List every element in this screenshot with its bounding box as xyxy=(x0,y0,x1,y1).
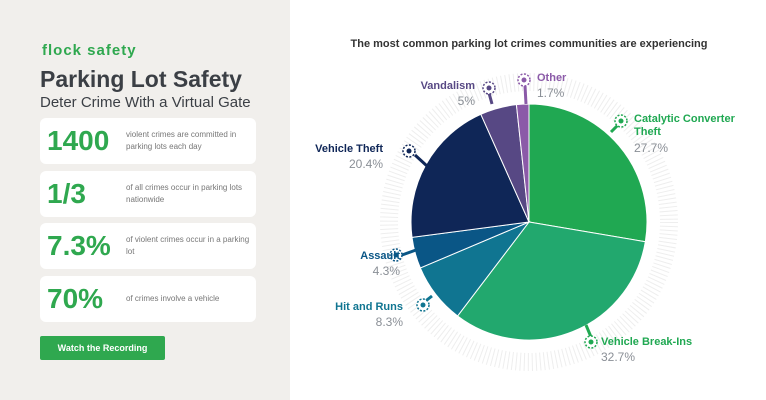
pie-slice xyxy=(515,103,530,223)
slice-label: Vandalism xyxy=(420,80,475,92)
subtitle: Deter Crime With a Virtual Gate xyxy=(40,94,251,111)
label-icon-dot xyxy=(521,77,527,83)
slice-value: 27.7% xyxy=(634,141,669,155)
left-panel: flock safety Parking Lot Safety Deter Cr… xyxy=(0,0,290,400)
slice-value: 32.7% xyxy=(601,350,636,364)
label-icon-dot xyxy=(420,302,426,308)
stat-text: of crimes involve a vehicle xyxy=(126,294,220,303)
stat-text: of violent crimes occur in a parking lot xyxy=(126,235,250,256)
pie-slice xyxy=(528,103,648,243)
slice-label: Vehicle Theft xyxy=(315,143,383,155)
stat-value: 70% xyxy=(47,283,104,314)
chart-title: The most common parking lot crimes commu… xyxy=(351,38,708,50)
stat-card: 70% of crimes involve a vehicle xyxy=(40,276,256,322)
leader xyxy=(584,324,593,338)
stat-text: of all crimes occur in parking lots nati… xyxy=(126,183,243,204)
slice-value: 4.3% xyxy=(372,264,400,278)
chart: The most common parking lot crimes commu… xyxy=(351,38,708,371)
slice-label: Assault xyxy=(360,250,400,262)
slice-label: Vehicle Break-Ins xyxy=(601,336,693,348)
slice-value: 8.3% xyxy=(375,315,403,329)
stat-card: 1400 violent crimes are committed in park… xyxy=(40,118,256,164)
label-icon-dot xyxy=(588,339,594,345)
halo xyxy=(380,73,678,371)
leader xyxy=(401,248,417,257)
stat-card: 7.3% of violent crimes occur in a parking… xyxy=(40,223,256,269)
stat-text: violent crimes are committed in parking … xyxy=(126,130,237,151)
slice-label: Other xyxy=(537,72,567,84)
stat-value: 1400 xyxy=(47,125,110,156)
slice-value: 1.7% xyxy=(537,86,565,100)
stat-card: 1/3 of all crimes occur in parking lots n… xyxy=(40,171,256,217)
slice-value: 5% xyxy=(457,94,475,108)
label-icon-dot xyxy=(393,252,399,258)
slice-label: Hit and Runs xyxy=(335,301,403,313)
stat-value: 7.3% xyxy=(47,230,111,261)
slice-value: 20.4% xyxy=(348,157,383,171)
brand: flock safety xyxy=(42,42,137,59)
label-icon-dot xyxy=(486,85,492,91)
leader xyxy=(413,153,429,168)
watch-button[interactable]: Watch the Recording xyxy=(40,336,165,360)
pie-slice xyxy=(456,221,646,341)
stat-value: 1/3 xyxy=(47,178,86,209)
label-icon-dot xyxy=(618,118,624,124)
title: Parking Lot Safety xyxy=(40,66,242,92)
slice-label: Catalytic Converter Theft xyxy=(634,113,735,138)
leader xyxy=(487,92,494,105)
leader xyxy=(523,85,528,105)
label-icon-dot xyxy=(406,148,412,154)
